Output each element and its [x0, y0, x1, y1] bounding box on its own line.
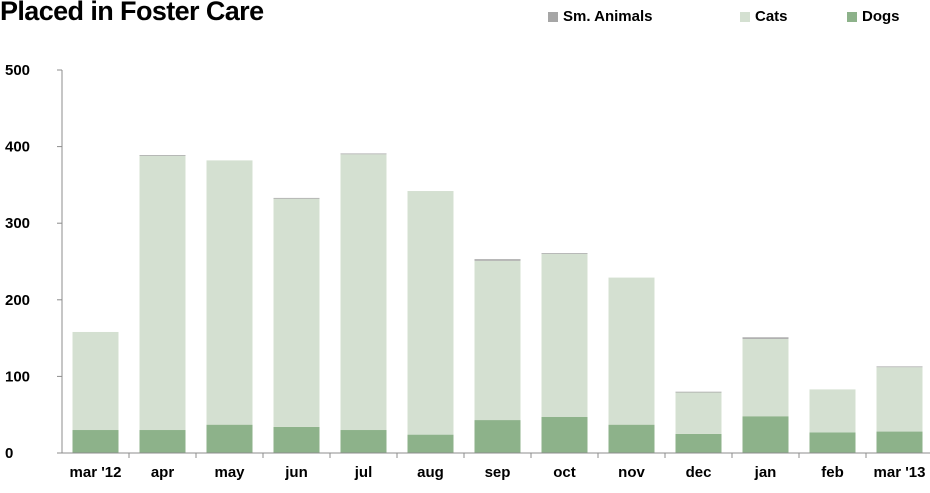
x-tick-label: mar '13 — [874, 464, 926, 481]
y-tick-label: 300 — [5, 215, 30, 232]
y-tick-label: 0 — [5, 445, 13, 462]
x-tick-label: jan — [754, 464, 777, 481]
x-tick-label: jul — [354, 464, 373, 481]
legend-item-dogs: Dogs — [847, 8, 900, 25]
bar-cats-dec — [675, 392, 722, 434]
legend-label: Dogs — [862, 8, 900, 25]
legend-item-sm-animals: Sm. Animals — [548, 8, 740, 25]
y-tick-label: 200 — [5, 292, 30, 309]
bar-dogs-jun — [273, 426, 320, 453]
y-tick-label: 400 — [5, 139, 30, 156]
x-tick-label: may — [214, 464, 245, 481]
bar-cats-may — [206, 160, 253, 425]
bar-cats-jul — [340, 154, 387, 431]
legend-swatch — [548, 11, 558, 22]
bar-cats-oct — [541, 253, 588, 417]
legend-label: Cats — [755, 8, 788, 25]
bar-dogs-apr — [139, 430, 186, 453]
x-tick-label: mar '12 — [70, 464, 122, 481]
bar-dogs-aug — [407, 434, 454, 453]
bar-sm-animals-dec — [675, 391, 722, 393]
bar-sm-animals-apr — [139, 155, 186, 156]
legend-label: Sm. Animals — [563, 8, 653, 25]
bar-sm-animals-jan — [742, 337, 789, 339]
bar-cats-mar-12 — [72, 331, 119, 431]
y-tick-label: 100 — [5, 368, 30, 385]
bar-cats-feb — [809, 389, 856, 433]
x-tick-label: sep — [485, 464, 511, 481]
y-tick-label: 500 — [5, 62, 30, 79]
bar-cats-jan — [742, 338, 789, 417]
bar-dogs-mar-12 — [72, 430, 119, 453]
bar-dogs-sep — [474, 420, 521, 453]
x-tick-label: nov — [618, 464, 645, 481]
bar-sm-animals-mar-13 — [876, 366, 923, 368]
bar-dogs-nov — [608, 424, 655, 453]
legend: Sm. Animals Cats Dogs — [548, 8, 900, 25]
legend-swatch — [847, 11, 857, 22]
bar-dogs-jan — [742, 416, 789, 453]
bar-dogs-jul — [340, 430, 387, 453]
legend-item-cats: Cats — [740, 8, 847, 25]
bar-sm-animals-jun — [273, 197, 320, 199]
x-tick-label: oct — [553, 464, 576, 481]
bar-dogs-dec — [675, 433, 722, 453]
bar-dogs-mar-13 — [876, 431, 923, 453]
bar-cats-nov — [608, 277, 655, 425]
bar-cats-aug — [407, 191, 454, 435]
x-tick-label: feb — [821, 464, 844, 481]
chart-title: Placed in Foster Care — [0, 0, 264, 26]
bar-cats-sep — [474, 260, 521, 421]
x-tick-label: dec — [686, 464, 712, 481]
legend-swatch — [740, 11, 750, 22]
bar-sm-animals-jul — [340, 153, 387, 155]
bar-sm-animals-oct — [541, 253, 588, 254]
bar-dogs-feb — [809, 432, 856, 453]
x-tick-label: aug — [417, 464, 444, 481]
bar-cats-jun — [273, 198, 320, 427]
bar-sm-animals-sep — [474, 259, 521, 261]
bar-cats-apr — [139, 155, 186, 431]
bar-dogs-may — [206, 424, 253, 453]
x-tick-label: apr — [151, 464, 175, 481]
bar-cats-mar-13 — [876, 367, 923, 432]
bar-dogs-oct — [541, 416, 588, 453]
x-tick-label: jun — [284, 464, 308, 481]
